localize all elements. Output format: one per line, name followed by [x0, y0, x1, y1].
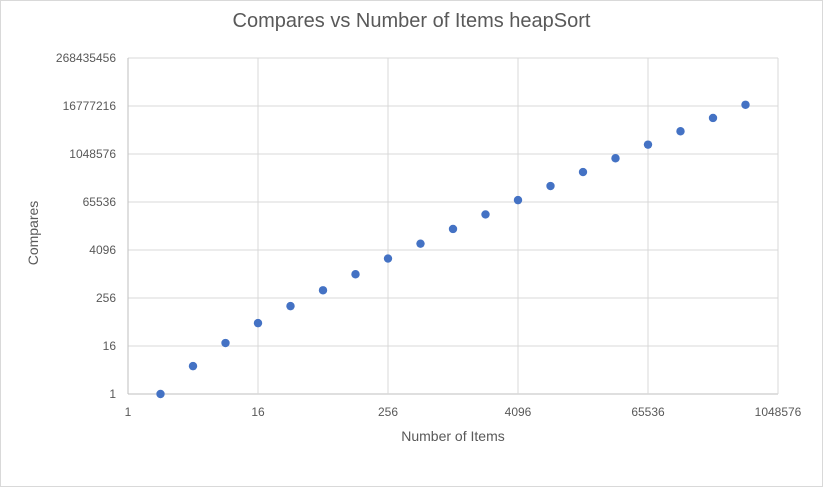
data-point: [611, 154, 620, 163]
data-point: [676, 127, 685, 136]
y-tick-label: 268435456: [56, 51, 116, 65]
x-tick-label: 256: [378, 405, 398, 419]
data-point: [318, 286, 328, 295]
data-point: [156, 389, 165, 399]
chart-title: Compares vs Number of Items heapSort: [232, 10, 591, 32]
data-point: [741, 100, 750, 109]
x-axis-title: Number of Items: [401, 428, 505, 444]
y-tick-label: 1: [109, 387, 116, 401]
x-tick-label: 16: [251, 405, 265, 419]
data-points: [156, 100, 750, 399]
data-point: [188, 361, 198, 371]
y-tick-label: 256: [96, 291, 116, 305]
data-point: [416, 239, 425, 248]
tick-labels: 1 16 256 4096 65536 1048576 16777216 268435456 1…: [56, 51, 802, 419]
data-point: [383, 254, 393, 263]
data-point: [286, 301, 295, 311]
y-tick-label: 1048576: [69, 147, 116, 161]
y-tick-label: 65536: [83, 195, 117, 209]
data-point: [351, 270, 360, 279]
y-tick-label: 16777216: [63, 99, 117, 113]
data-point: [448, 224, 458, 234]
data-point: [253, 318, 263, 328]
x-tick-label: 1: [125, 405, 132, 419]
data-point: [578, 167, 588, 177]
data-point: [513, 195, 523, 205]
x-tick-label: 65536: [631, 405, 665, 419]
data-point: [546, 181, 555, 191]
data-point: [708, 113, 718, 123]
x-tick-label: 1048576: [755, 405, 802, 419]
data-point: [643, 140, 653, 149]
y-tick-label: 4096: [89, 243, 116, 257]
y-tick-label: 16: [103, 339, 117, 353]
data-point: [481, 210, 490, 219]
gridlines: [127, 57, 779, 395]
data-point: [221, 338, 230, 348]
x-tick-label: 4096: [505, 405, 532, 419]
